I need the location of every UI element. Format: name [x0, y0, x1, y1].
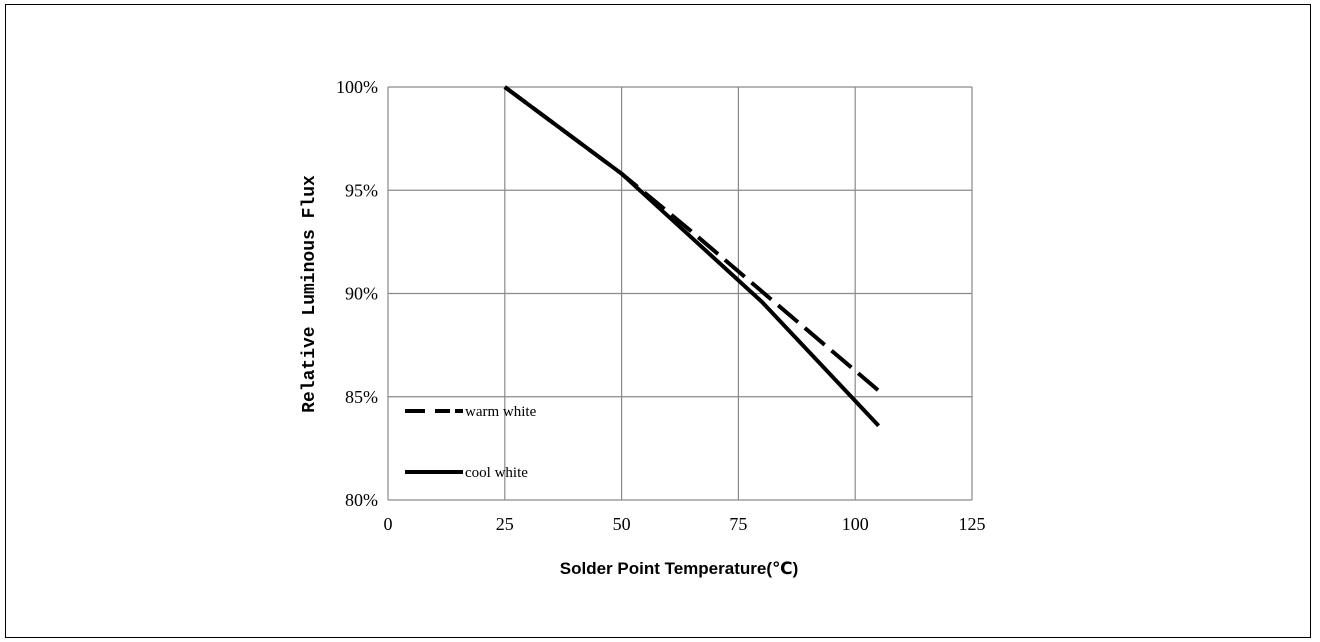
x-tick-label: 25: [496, 514, 514, 534]
y-tick-label: 95%: [345, 180, 378, 200]
legend-label: warm white: [465, 404, 537, 420]
x-tick-label: 75: [729, 514, 747, 534]
x-tick-label: 0: [384, 514, 393, 534]
y-tick-label: 100%: [336, 77, 378, 97]
y-axis-label: Relative Luminous Flux: [300, 175, 320, 413]
x-tick-label: 125: [959, 514, 986, 534]
series-lines: [503, 85, 881, 428]
x-tick-label: 100: [842, 514, 869, 534]
legend-label: cool white: [465, 465, 528, 481]
y-tick-label: 85%: [345, 387, 378, 407]
x-tick-labels: 0 25 50 75 100 125: [384, 514, 986, 534]
grid-lines: [387, 86, 973, 501]
x-axis-label: Solder Point Temperature(℃): [560, 559, 798, 578]
y-tick-label: 90%: [345, 284, 378, 304]
legend: warm white cool white: [405, 404, 537, 481]
y-tick-label: 80%: [345, 490, 378, 510]
series-line-cool-white: [503, 85, 881, 428]
y-tick-labels: 80% 85% 90% 95% 100%: [336, 77, 378, 510]
chart-frame: [5, 4, 1311, 638]
x-tick-label: 50: [613, 514, 631, 534]
